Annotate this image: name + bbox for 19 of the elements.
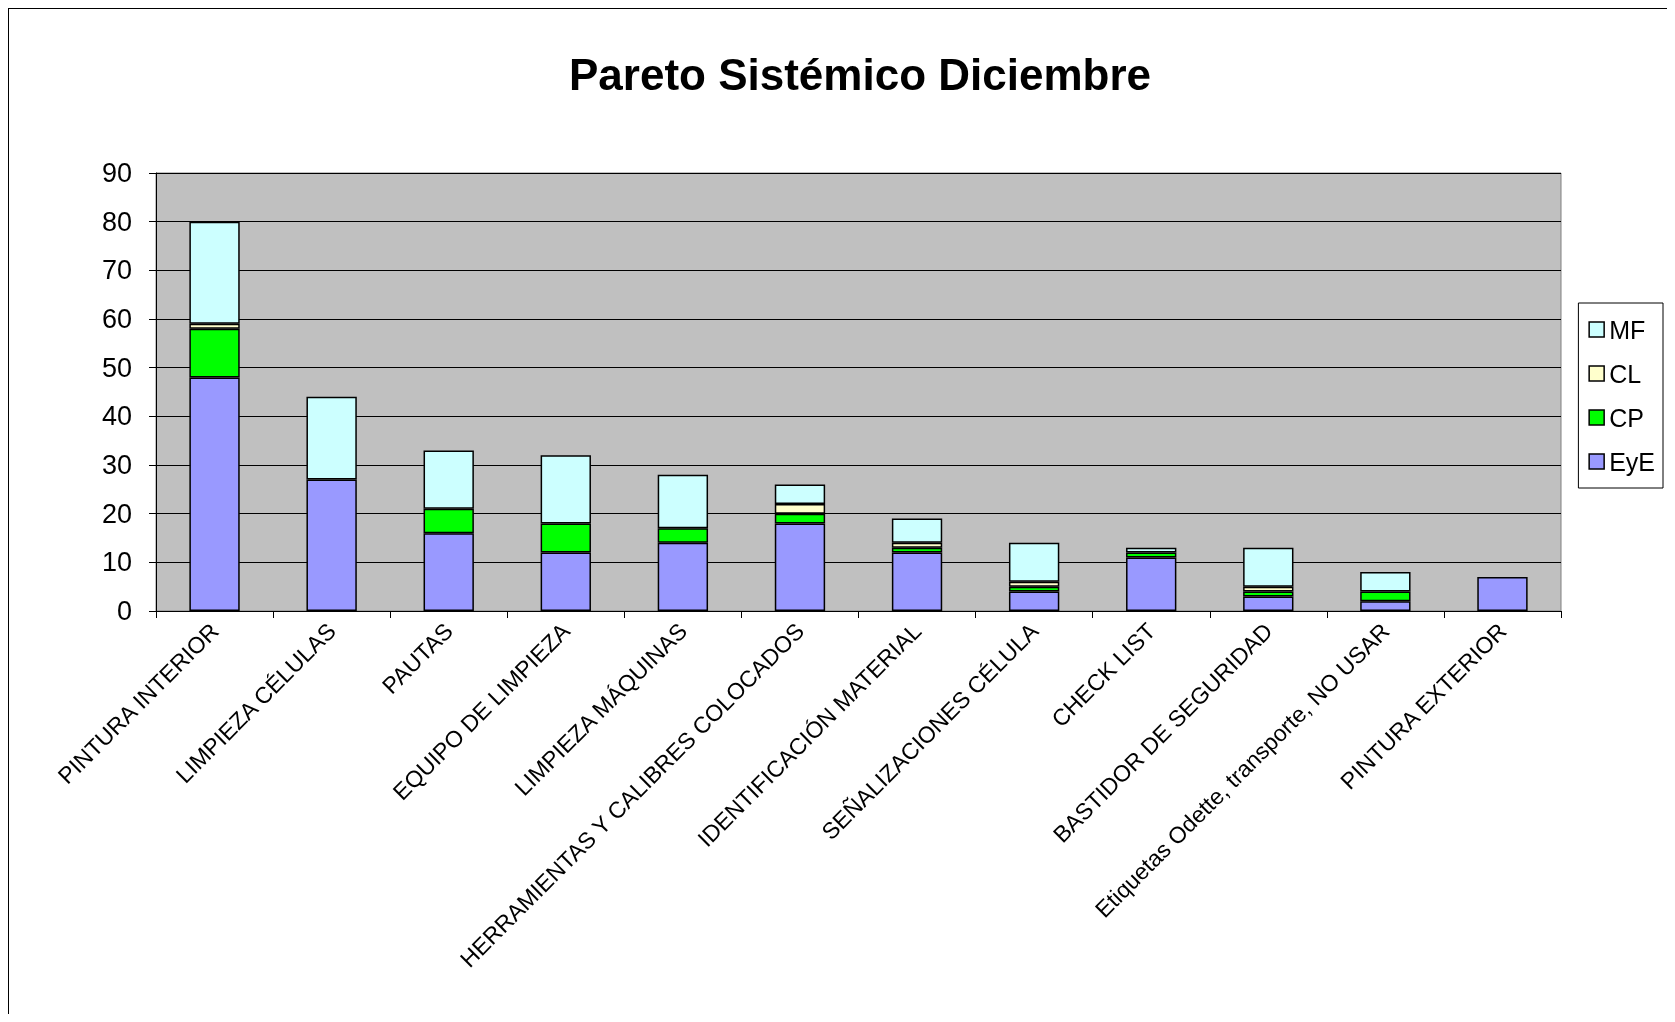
bar (1126, 547, 1177, 553)
y-tick-label: 30 (101, 450, 132, 480)
chart-title: Pareto Sistémico Diciembre (568, 49, 1152, 99)
legend-label: CP (1609, 403, 1644, 432)
legend-label: MF (1609, 315, 1646, 344)
bar (1243, 596, 1294, 611)
y-tick-label: 60 (101, 304, 132, 334)
y-tick-label: 0 (116, 596, 132, 626)
legend-label: EyE (1609, 447, 1656, 476)
bar (1008, 591, 1060, 611)
y-tick-label: 70 (101, 255, 132, 286)
legend-label: CL (1609, 359, 1642, 388)
y-tick-label: 10 (101, 547, 132, 578)
bar (1477, 576, 1528, 611)
y-tick-label: 90 (101, 158, 132, 188)
y-tick-label: 40 (101, 401, 132, 432)
y-tick-label: 80 (101, 206, 132, 237)
y-tick-label: 20 (101, 498, 132, 529)
y-tick-label: 50 (101, 352, 132, 383)
